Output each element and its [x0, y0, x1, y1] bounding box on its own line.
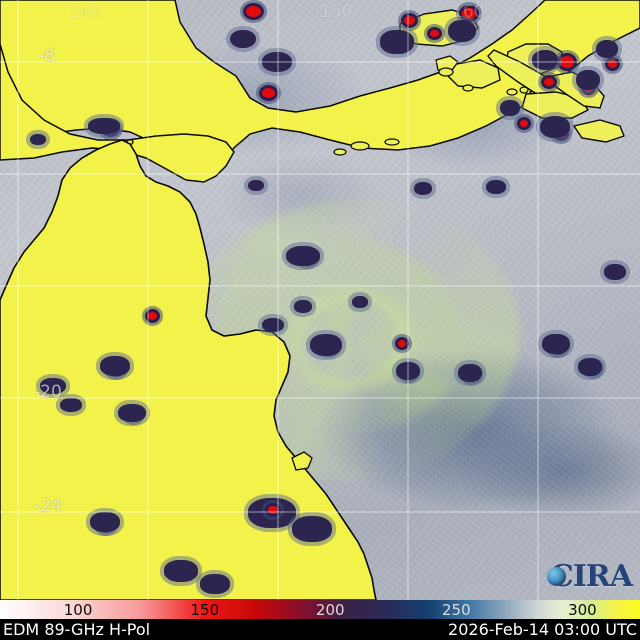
lon-label: 160 [452, 2, 485, 22]
product-label: EDM 89-GHz H-Pol [3, 620, 151, 639]
lon-label: 150 [320, 2, 353, 22]
lat-label: -8 [38, 46, 55, 66]
timestamp-label: 2026-Feb-14 03:00 UTC [448, 620, 637, 639]
satellite-map-canvas[interactable]: -8 -20 -24 140 150 160 CIRA [0, 0, 640, 600]
lon-label: 140 [68, 2, 101, 22]
latlon-gridlines [0, 0, 640, 600]
cira-logo: CIRA [538, 559, 633, 594]
globe-icon [546, 567, 566, 586]
lat-label: -24 [34, 496, 62, 516]
lat-label: -20 [34, 382, 62, 402]
colorbar: 100 150 200 250 300 [0, 600, 640, 619]
colorbar-gradient [0, 600, 640, 619]
footer-bar: EDM 89-GHz H-Pol 2026-Feb-14 03:00 UTC [0, 619, 640, 640]
gridline-labels: -8 -20 -24 140 150 160 [34, 2, 485, 516]
